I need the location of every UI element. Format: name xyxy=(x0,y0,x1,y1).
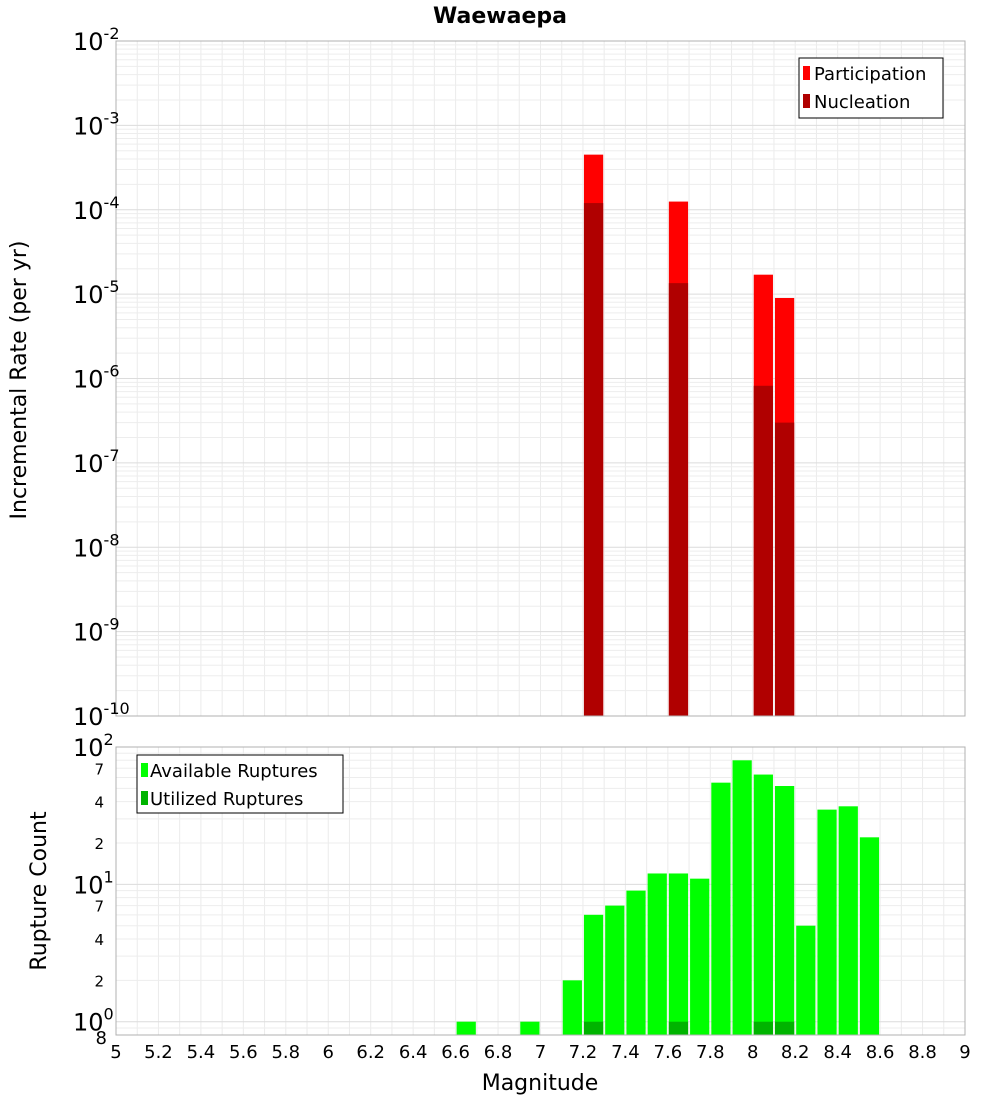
x-tick-label: 6 xyxy=(323,1042,334,1063)
available-ruptures-bar xyxy=(796,925,816,1035)
available-ruptures-bar xyxy=(583,914,604,1035)
available-ruptures-bar xyxy=(817,809,837,1035)
nucleation-bar xyxy=(774,422,795,716)
top-y-tick-label: 10-3 xyxy=(73,108,120,140)
bottom-y-minor-tick-label: 7 xyxy=(94,760,104,778)
legend-label-nucleation: Nucleation xyxy=(814,92,910,113)
x-tick-label: 5.8 xyxy=(271,1042,300,1063)
chart-title: Waewaepa xyxy=(433,4,567,29)
x-tick-label: 7.2 xyxy=(569,1042,598,1063)
top-gridlines xyxy=(115,41,966,717)
utilized-ruptures-bar xyxy=(668,1021,689,1035)
top-y-tick-label: 10-6 xyxy=(73,362,120,394)
x-tick-label: 9 xyxy=(959,1042,970,1063)
x-tick-label: 5 xyxy=(110,1042,121,1063)
x-tick-label: 7.8 xyxy=(696,1042,725,1063)
available-ruptures-bar xyxy=(732,760,752,1035)
nucleation-bar xyxy=(668,283,689,716)
legend-label-utilized: Utilized Ruptures xyxy=(150,789,303,810)
top-bars xyxy=(583,154,795,716)
bottom-y-minor-tick-label: 7 xyxy=(94,898,104,916)
top-y-axis-label: Incremental Rate (per yr) xyxy=(7,241,32,520)
x-axis-label: Magnitude xyxy=(482,1071,599,1096)
top-y-tick-label: 10-9 xyxy=(73,615,120,647)
top-y-tick-label: 10-8 xyxy=(73,530,120,562)
available-ruptures-bar xyxy=(690,878,710,1035)
available-ruptures-bar xyxy=(647,873,667,1035)
top-y-tick-label: 10-5 xyxy=(73,277,120,309)
available-ruptures-bar xyxy=(753,774,773,1035)
bottom-plot-border xyxy=(115,746,966,1036)
bottom-panel: 100 101 102 8 2 4 7 2 4 7 5 5.2 5.4 5.6 5.8 6 6.2 6.4 6.6… xyxy=(27,730,971,1096)
top-panel: 10-10 10-9 10-8 10-7 10-6 10-5 10-4 10-3 10-2 In… xyxy=(7,24,966,731)
available-ruptures-bar xyxy=(838,806,858,1035)
x-tick-label: 5.2 xyxy=(144,1042,173,1063)
bottom-y-minor-tick-label: 2 xyxy=(94,972,104,990)
available-ruptures-bar xyxy=(774,786,795,1035)
top-y-tick-label: 10-10 xyxy=(73,699,130,731)
legend-swatch-utilized xyxy=(141,791,148,805)
bottom-y-tick-label: 100 xyxy=(73,1005,114,1037)
bottom-y-axis-label: Rupture Count xyxy=(27,811,52,971)
nucleation-bar xyxy=(583,203,604,716)
available-ruptures-bar xyxy=(668,873,689,1035)
available-ruptures-bar xyxy=(711,782,731,1035)
available-ruptures-bar xyxy=(520,1021,540,1035)
bottom-y-tick-label: 102 xyxy=(73,730,114,762)
x-tick-label: 5.6 xyxy=(229,1042,258,1063)
x-tick-label: 8.4 xyxy=(823,1042,852,1063)
x-tick-label: 6.6 xyxy=(441,1042,470,1063)
legend-swatch-participation xyxy=(803,66,810,80)
bottom-bars xyxy=(456,760,880,1035)
x-tick-label: 7.4 xyxy=(611,1042,640,1063)
bottom-y-minor-tick-label: 4 xyxy=(94,794,104,812)
utilized-ruptures-bar xyxy=(583,1021,604,1035)
top-y-tick-label: 10-7 xyxy=(73,446,120,478)
top-legend-box xyxy=(798,57,944,119)
bottom-legend-box xyxy=(136,754,344,814)
top-y-tick-label: 10-4 xyxy=(73,193,120,225)
available-ruptures-bar xyxy=(605,905,625,1035)
bottom-y-minor-tick-label: 4 xyxy=(94,931,104,949)
x-tick-labels: 5 5.2 5.4 5.6 5.8 6 6.2 6.4 6.6 6.8 7 7.2 7.4 7.6 7.8 8… xyxy=(110,1042,970,1063)
top-y-tick-labels: 10-10 10-9 10-8 10-7 10-6 10-5 10-4 10-3 10-2 xyxy=(73,24,130,731)
x-tick-label: 6.8 xyxy=(484,1042,513,1063)
legend-label-available: Available Ruptures xyxy=(150,761,318,782)
nucleation-bar xyxy=(753,385,773,716)
available-ruptures-bar xyxy=(456,1021,476,1035)
legend-label-participation: Participation xyxy=(814,64,926,85)
available-ruptures-bar xyxy=(626,890,646,1035)
utilized-ruptures-bar xyxy=(774,1021,795,1035)
x-tick-label: 8.8 xyxy=(908,1042,937,1063)
x-tick-label: 6.4 xyxy=(399,1042,428,1063)
x-tick-label: 8 xyxy=(747,1042,758,1063)
x-tick-label: 7 xyxy=(535,1042,546,1063)
x-tick-label: 5.4 xyxy=(187,1042,216,1063)
bottom-y-tick-label: 101 xyxy=(73,867,114,899)
available-ruptures-bar xyxy=(859,837,880,1035)
bottom-y-minor-tick-label: 8 xyxy=(96,1028,107,1049)
available-ruptures-bar xyxy=(562,980,582,1035)
x-tick-label: 6.2 xyxy=(356,1042,385,1063)
top-plot-border xyxy=(115,40,966,717)
x-tick-label: 7.6 xyxy=(654,1042,683,1063)
top-y-tick-label: 10-2 xyxy=(73,24,120,56)
legend-swatch-available xyxy=(141,763,148,777)
bottom-y-minor-tick-label: 2 xyxy=(94,835,104,853)
legend-swatch-nucleation xyxy=(803,94,810,108)
top-legend: Participation Nucleation xyxy=(798,57,944,119)
bottom-y-tick-labels: 100 101 102 8 2 4 7 2 4 7 xyxy=(73,730,114,1049)
bottom-legend: Available Ruptures Utilized Ruptures xyxy=(136,754,344,814)
utilized-ruptures-bar xyxy=(753,1021,773,1035)
x-tick-label: 8.2 xyxy=(781,1042,810,1063)
x-tick-label: 8.6 xyxy=(866,1042,895,1063)
